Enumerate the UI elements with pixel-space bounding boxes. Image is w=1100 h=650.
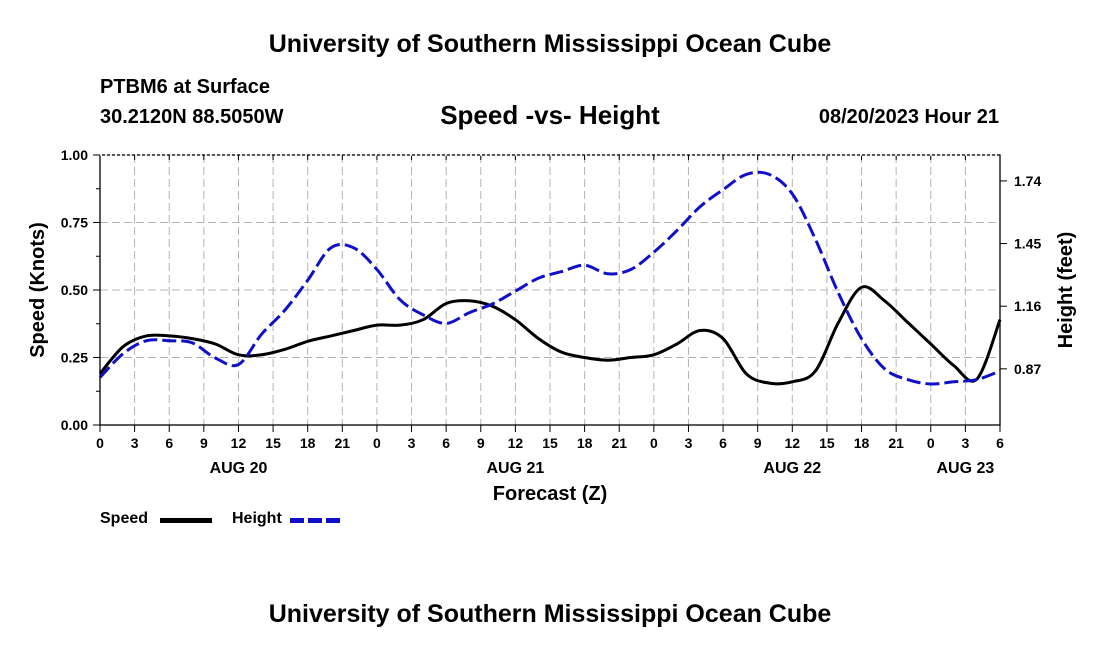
footer-title: University of Southern Mississippi Ocean… — [268, 600, 832, 628]
x-tick-label: 12 — [508, 435, 524, 451]
x-tick-label: 12 — [231, 435, 247, 451]
station-label: PTBM6 at Surface — [100, 76, 271, 98]
y2-tick-label: 1.45 — [1014, 236, 1041, 252]
x-tick-label: 18 — [854, 435, 870, 451]
y-tick-label: 0.50 — [61, 282, 88, 298]
y-tick-label: 1.00 — [61, 147, 88, 163]
x-tick-label: 6 — [165, 435, 173, 451]
y2-tick-label: 1.16 — [1014, 298, 1041, 314]
day-label: AUG 22 — [763, 460, 821, 477]
legend-height-swatch — [290, 518, 342, 523]
x-tick-label: 9 — [477, 435, 485, 451]
x-tick-label: 12 — [785, 435, 801, 451]
x-tick-label: 15 — [819, 435, 835, 451]
y-axis-title: Speed (Knots) — [27, 222, 49, 358]
axes: 0 3 6 9 12 15 18 21 0 3 6 9 12 15 18 21 0 3 6 9 12 15 18 21 0 3 6A… — [61, 147, 1042, 477]
x-tick-label: 0 — [373, 435, 381, 451]
main-title: University of Southern Mississippi Ocean… — [268, 30, 832, 58]
y-tick-label: 0.00 — [61, 417, 88, 433]
x-tick-label: 21 — [335, 435, 351, 451]
x-tick-label: 9 — [200, 435, 208, 451]
coordinates-label: 30.2120N 88.5050W — [100, 106, 284, 128]
legend-speed-swatch — [160, 518, 212, 523]
x-tick-label: 21 — [888, 435, 904, 451]
day-label: AUG 23 — [936, 460, 994, 477]
y2-tick-label: 1.74 — [1014, 173, 1041, 189]
x-axis-title: Forecast (Z) — [493, 483, 607, 505]
chart-title: Speed -vs- Height — [440, 100, 660, 130]
y2-axis-title: Height (feet) — [1055, 232, 1077, 349]
legend-speed-label: Speed — [100, 510, 149, 527]
x-tick-label: 15 — [265, 435, 281, 451]
height-series-line — [98, 170, 1001, 386]
speed-series-line — [98, 285, 1002, 386]
x-tick-label: 6 — [996, 435, 1004, 451]
legend-height-label: Height — [232, 510, 282, 527]
grid — [100, 155, 1000, 425]
x-tick-label: 15 — [542, 435, 558, 451]
x-tick-label: 0 — [96, 435, 104, 451]
forecast-datetime: 08/20/2023 Hour 21 — [818, 106, 999, 128]
x-tick-label: 3 — [961, 435, 969, 451]
day-label: AUG 21 — [486, 460, 544, 477]
series-layer — [98, 170, 1002, 386]
x-tick-label: 6 — [442, 435, 450, 451]
x-tick-label: 3 — [131, 435, 139, 451]
x-tick-label: 21 — [611, 435, 627, 451]
day-label: AUG 20 — [210, 460, 268, 477]
x-tick-label: 18 — [577, 435, 593, 451]
y-tick-label: 0.25 — [61, 350, 88, 366]
x-tick-label: 3 — [408, 435, 416, 451]
x-tick-label: 9 — [754, 435, 762, 451]
x-tick-label: 0 — [927, 435, 935, 451]
y2-tick-label: 0.87 — [1014, 361, 1041, 377]
x-tick-label: 3 — [685, 435, 693, 451]
x-tick-label: 6 — [719, 435, 727, 451]
y-tick-label: 0.75 — [61, 215, 88, 231]
x-tick-label: 18 — [300, 435, 316, 451]
x-tick-label: 0 — [650, 435, 658, 451]
